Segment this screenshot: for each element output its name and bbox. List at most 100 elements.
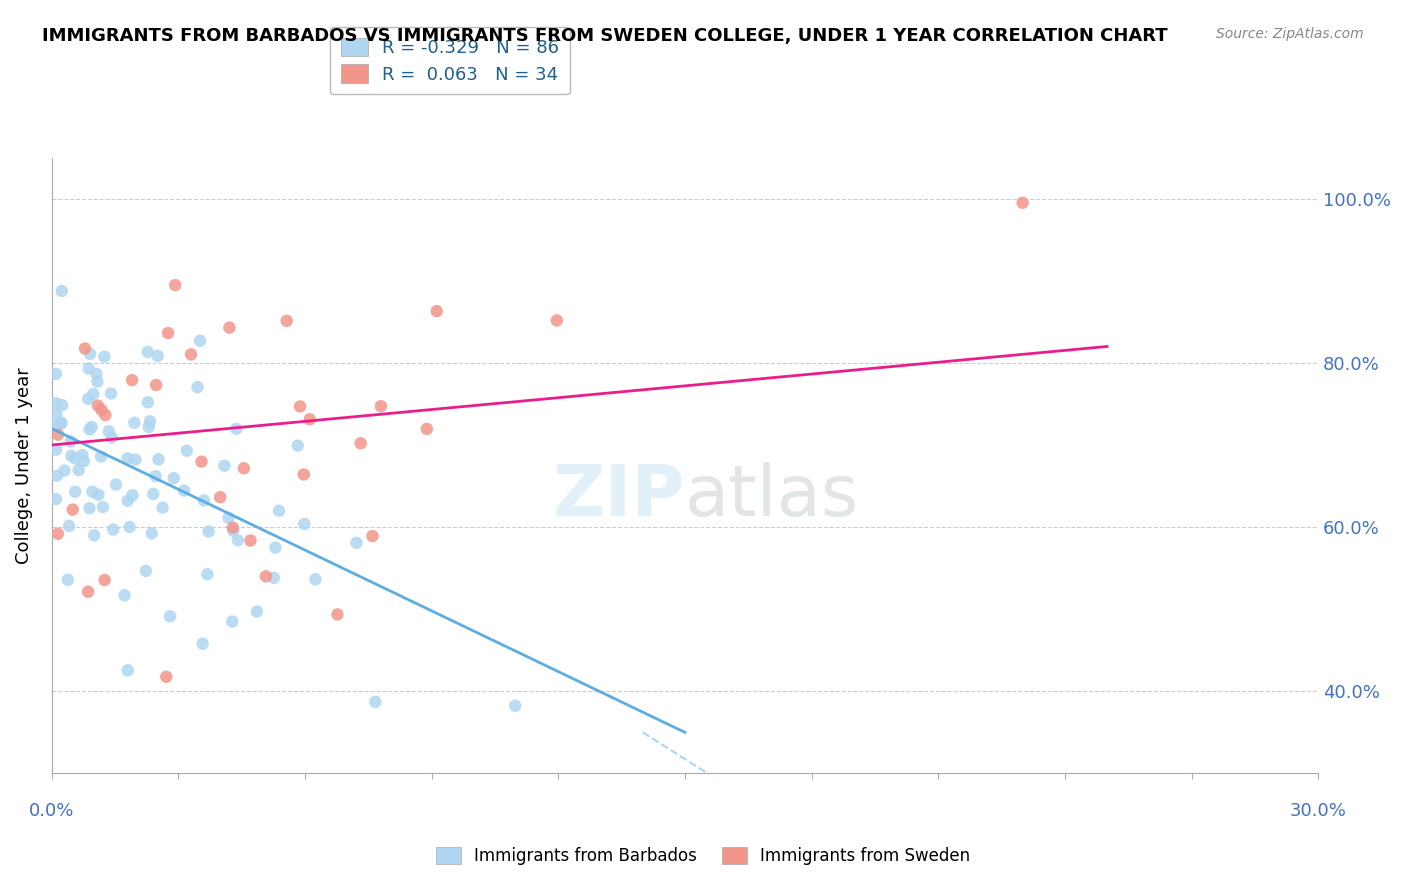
Point [264,541,287,555]
Point [117,451,139,466]
Point [124,416,146,430]
Point [58,519,80,533]
Text: 30.0%: 30.0% [1289,802,1347,820]
Point [73,342,96,356]
Point [218,511,240,525]
Text: atlas: atlas [685,462,859,531]
Point [45,408,67,422]
Point [163,471,186,485]
Point [97,424,120,438]
Point [124,452,146,467]
Point [187,380,209,394]
Point [139,414,162,428]
Point [121,373,143,387]
Point [77,361,100,376]
Point [87,488,110,502]
Point [90,402,112,417]
Point [93,350,115,364]
Point [176,443,198,458]
Point [370,399,392,413]
Point [45,417,67,432]
Point [136,345,159,359]
Point [416,422,439,436]
Point [72,448,94,462]
Point [288,400,311,414]
Point [79,347,101,361]
Point [146,349,169,363]
Point [221,615,243,629]
Point [165,278,187,293]
Point [225,422,247,436]
Point [77,392,100,406]
Point [79,422,101,436]
Point [304,572,326,586]
Point [93,573,115,587]
Point [121,488,143,502]
Point [100,386,122,401]
Point [426,304,449,318]
Point [45,468,67,483]
Point [51,416,73,430]
Point [117,663,139,677]
Point [157,326,180,340]
Point [59,434,82,449]
Point [546,313,568,327]
Point [145,469,167,483]
Point [197,524,219,539]
Point [91,500,114,514]
Point [94,408,117,422]
Point [361,529,384,543]
Point [53,463,76,477]
Point [73,454,96,468]
Point [190,455,212,469]
Point [114,588,136,602]
Text: IMMIGRANTS FROM BARBADOS VS IMMIGRANTS FROM SWEDEN COLLEGE, UNDER 1 YEAR CORRELA: IMMIGRANTS FROM BARBADOS VS IMMIGRANTS F… [42,27,1168,45]
Point [51,398,73,412]
Point [214,458,236,473]
Point [267,503,290,517]
Point [364,695,387,709]
Point [67,463,90,477]
Point [45,396,67,410]
Point [141,526,163,541]
Point [63,451,86,466]
Point [287,439,309,453]
Point [86,375,108,389]
Point [77,584,100,599]
Point [142,487,165,501]
Point [82,387,104,401]
Point [51,284,73,298]
Point [60,449,83,463]
Point [49,417,72,431]
Point [62,502,84,516]
Point [155,670,177,684]
Point [193,493,215,508]
Point [180,347,202,361]
Point [145,378,167,392]
Point [232,461,254,475]
Point [350,436,373,450]
Point [117,493,139,508]
Point [292,516,315,531]
Text: ZIP: ZIP [553,462,685,531]
Point [1011,195,1033,210]
Point [80,420,103,434]
Point [138,420,160,434]
Point [45,367,67,381]
Point [148,452,170,467]
Point [135,564,157,578]
Point [101,430,124,444]
Point [298,412,321,426]
Text: 0.0%: 0.0% [30,802,75,820]
Point [218,320,240,334]
Point [503,698,526,713]
Point [82,484,104,499]
Point [159,609,181,624]
Point [45,442,67,457]
Legend: R = -0.329   N = 86, R =  0.063   N = 34: R = -0.329 N = 86, R = 0.063 N = 34 [330,27,569,95]
Point [56,573,79,587]
Point [45,491,67,506]
Point [246,605,269,619]
Point [346,536,368,550]
Point [263,571,285,585]
